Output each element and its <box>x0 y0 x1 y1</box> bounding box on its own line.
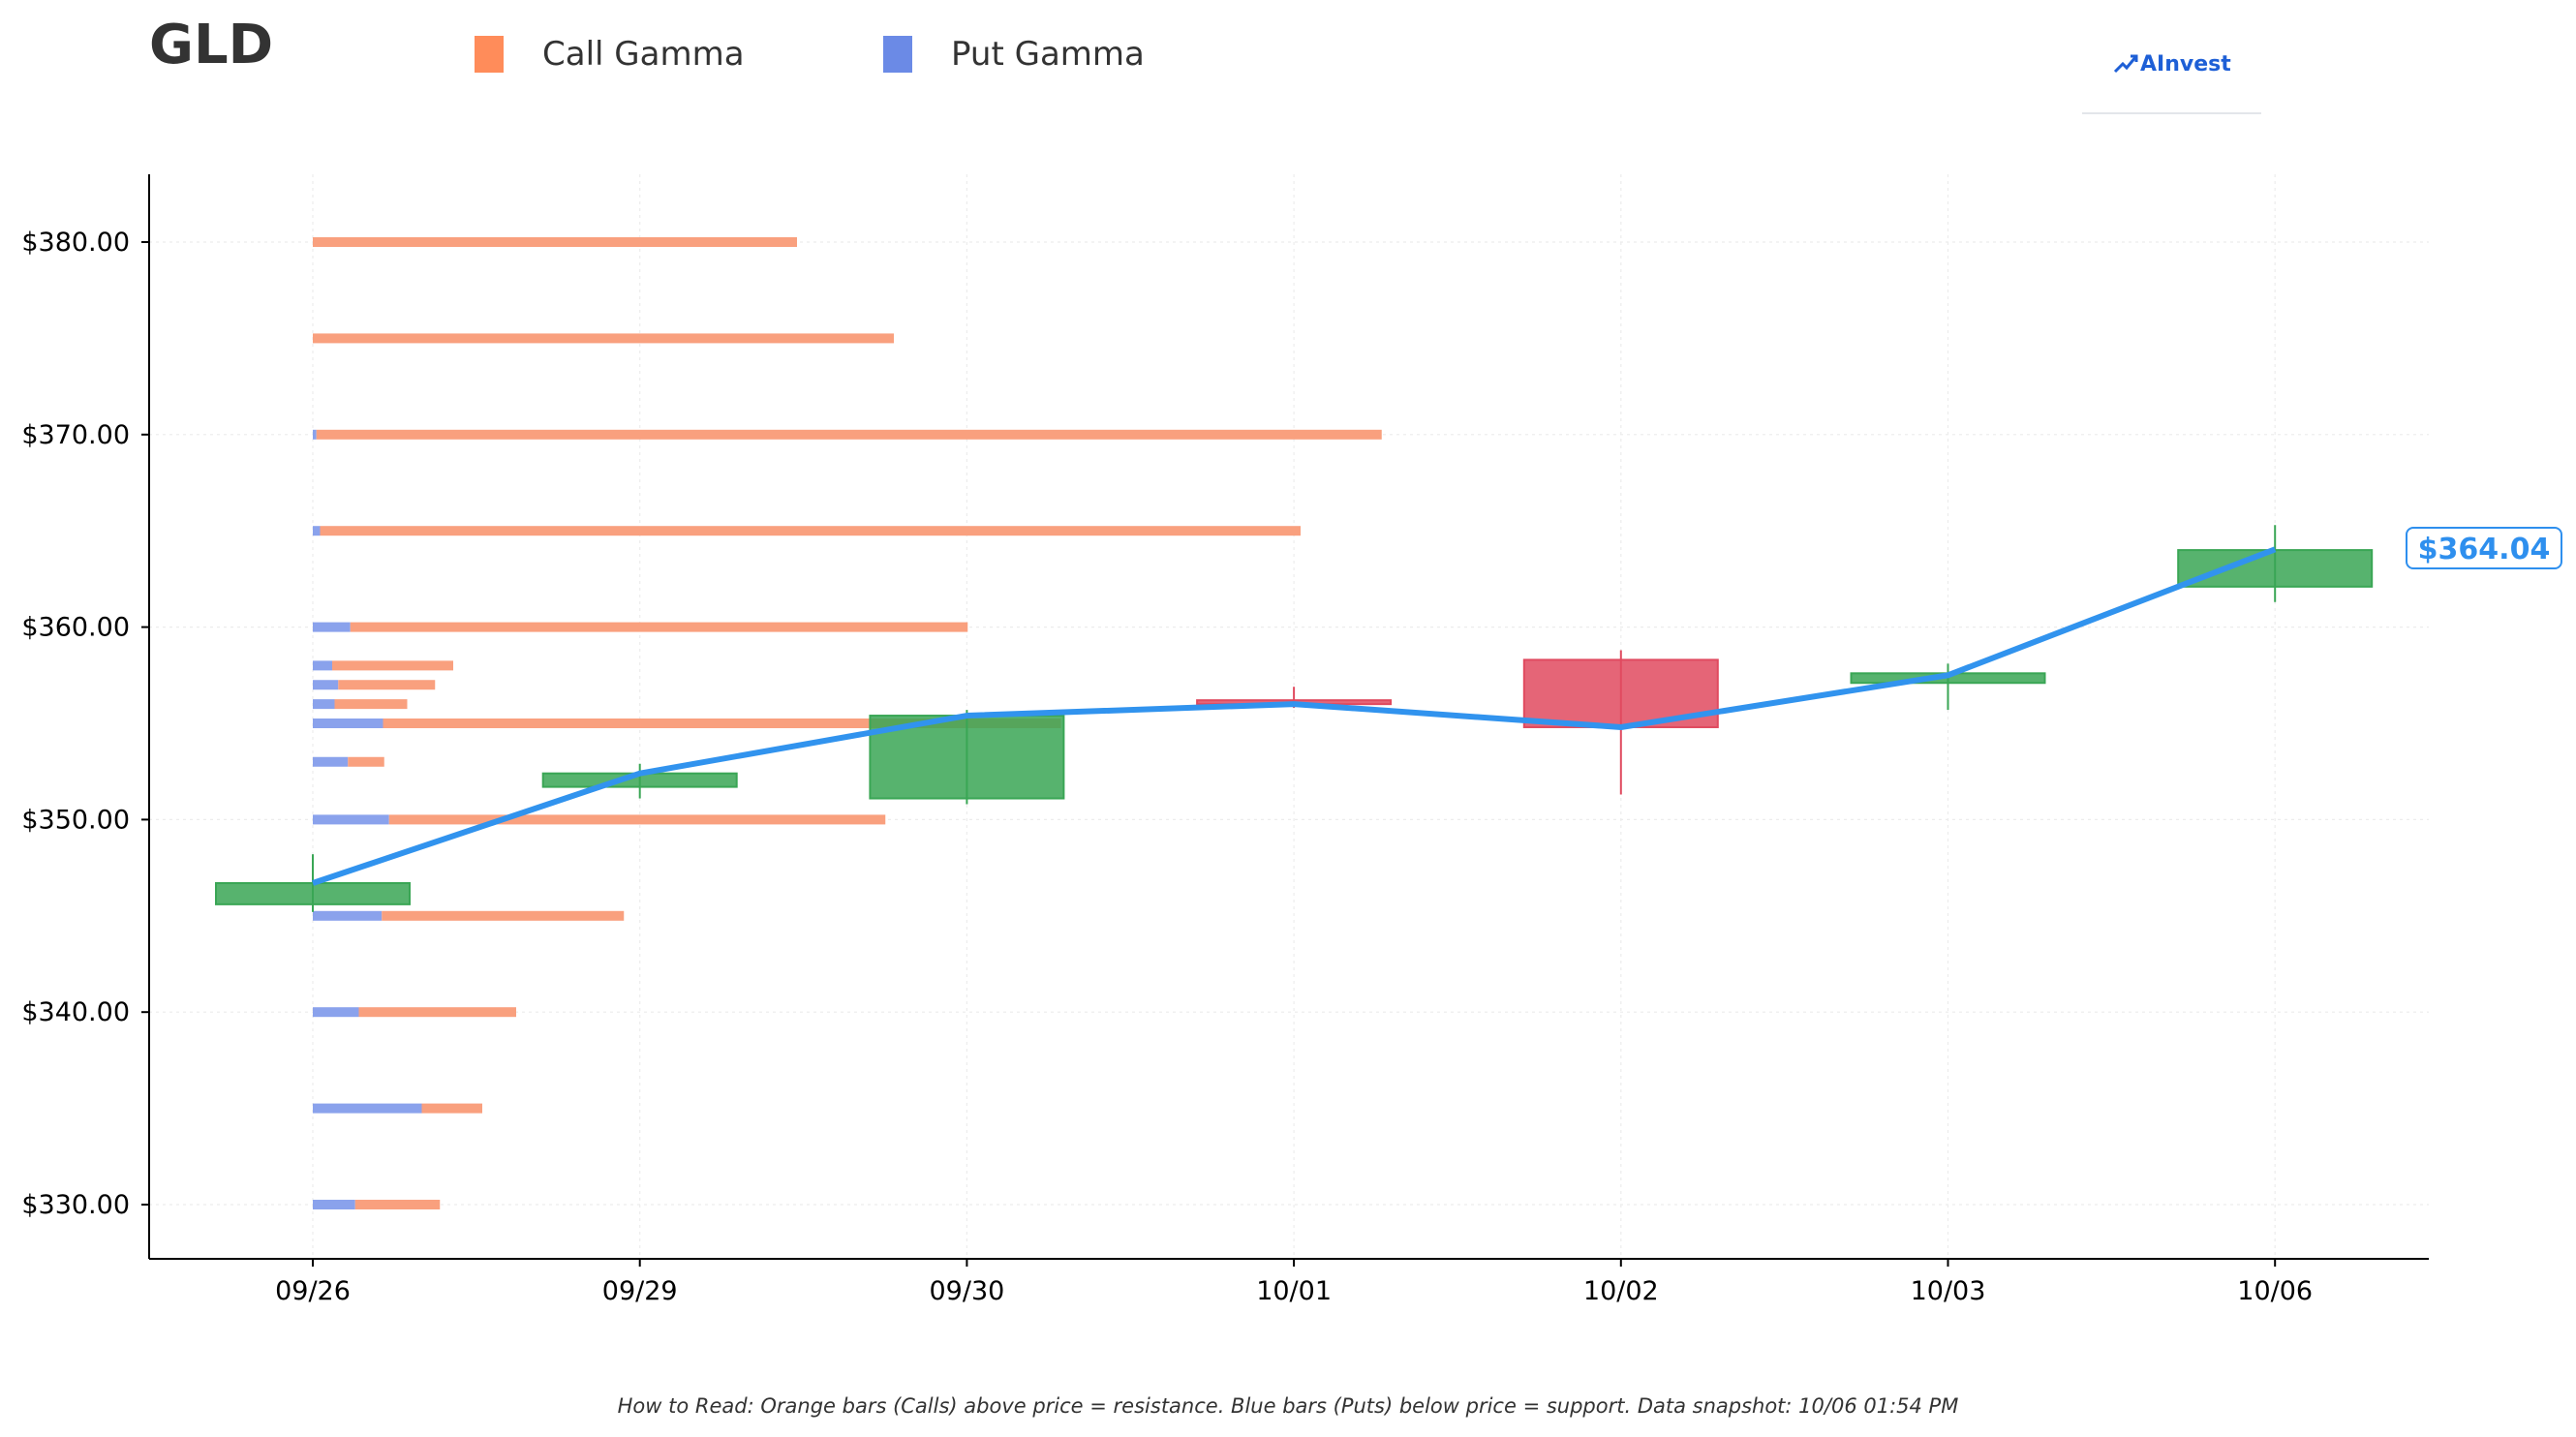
ainvest-logo-icon <box>2113 54 2138 74</box>
put-gamma-bar <box>313 718 383 728</box>
put-gamma-bar <box>313 622 351 632</box>
candlesticks <box>215 525 2374 912</box>
gamma-bars <box>313 237 1382 1209</box>
call-gamma-bar <box>332 660 453 671</box>
call-gamma-bar <box>313 333 894 344</box>
call-gamma-bar <box>383 718 1061 728</box>
ainvest-logo[interactable]: AInvest <box>2082 43 2261 114</box>
y-tick-label: $350.00 <box>21 805 130 835</box>
put-gamma-bar <box>313 526 321 536</box>
call-gamma-bar <box>348 756 384 767</box>
put-gamma-bar <box>313 1007 359 1018</box>
call-gamma-bar <box>334 699 408 710</box>
y-tick-label: $360.00 <box>21 613 130 643</box>
put-gamma-bar <box>313 1103 422 1114</box>
x-tick-label: 09/30 <box>929 1276 1004 1306</box>
chart-title: GLD <box>149 14 274 76</box>
put-gamma-bar <box>313 680 339 690</box>
call-gamma-bar <box>350 622 968 632</box>
call-gamma-bar <box>316 429 1382 440</box>
call-gamma-bar <box>354 1200 441 1209</box>
put-gamma-bar <box>313 429 317 440</box>
legend-put-label: Put Gamma <box>951 35 1145 74</box>
legend-call-label: Call Gamma <box>542 35 745 74</box>
price-line <box>312 546 2277 886</box>
close-price-line <box>312 546 2277 886</box>
put-gamma-bar <box>313 660 332 671</box>
last-price-badge: $364.04 <box>2406 527 2562 569</box>
call-gamma-bar <box>358 1007 516 1018</box>
call-gamma-swatch <box>475 36 504 73</box>
put-gamma-bar <box>313 814 389 825</box>
call-gamma-bar <box>388 814 886 825</box>
candle-body <box>215 882 411 905</box>
y-tick-label: $330.00 <box>21 1190 130 1220</box>
put-gamma-bar <box>313 1200 355 1209</box>
put-gamma-swatch <box>883 36 912 73</box>
axes: $330.00 $340.00 $350.00 $360.00 $370.00 $380.… <box>21 174 2429 1306</box>
call-gamma-bar <box>320 526 1301 536</box>
call-gamma-bar <box>338 680 436 690</box>
y-tick-label: $370.00 <box>21 420 130 450</box>
x-tick-label: 10/03 <box>1911 1276 1986 1306</box>
legend-call: Call Gamma <box>475 35 745 74</box>
x-tick-label: 10/02 <box>1583 1276 1659 1306</box>
call-gamma-bar <box>382 910 625 921</box>
x-tick-label: 10/01 <box>1256 1276 1332 1306</box>
x-tick-label: 10/06 <box>2237 1276 2313 1306</box>
call-gamma-bar <box>313 237 797 247</box>
x-tick-label: 09/29 <box>602 1276 678 1306</box>
y-tick-label: $340.00 <box>21 997 130 1027</box>
x-tick-label: 09/26 <box>275 1276 351 1306</box>
footer-note: How to Read: Orange bars (Calls) above p… <box>617 1394 1959 1418</box>
y-tick-label: $380.00 <box>21 228 130 258</box>
put-gamma-bar <box>313 699 335 710</box>
legend-put: Put Gamma <box>883 35 1145 74</box>
call-gamma-bar <box>421 1103 482 1114</box>
put-gamma-bar <box>313 756 349 767</box>
logo-text: AInvest <box>2140 52 2231 76</box>
candle-body <box>2177 549 2374 588</box>
put-gamma-bar <box>313 910 383 921</box>
